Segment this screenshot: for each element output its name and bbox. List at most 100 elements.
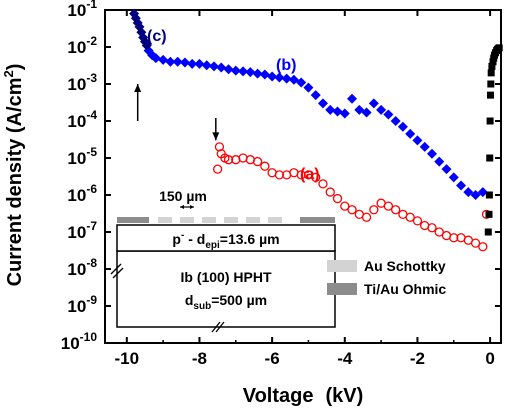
data-point	[187, 58, 198, 69]
data-point	[412, 135, 423, 146]
data-point	[223, 64, 234, 75]
y-axis-title: Current density (A/cm2)	[1, 64, 26, 287]
data-point	[463, 187, 474, 198]
data-point	[441, 164, 452, 175]
legend-swatch-ti-au-ohmic	[327, 283, 357, 295]
data-point	[397, 121, 408, 132]
data-point	[317, 98, 328, 109]
data-point	[448, 172, 459, 183]
inset-substrate-label-line2: dsub=500 µm	[185, 292, 267, 312]
axis-tick-labels: -10 -8 -6 -4 -2 0 10-10 10-9 10-8 10-7 10-6 10-5 10-…	[61, 0, 495, 368]
data-point	[325, 187, 335, 197]
inset-substrate-label-line1: Ib (100) HPHT	[180, 269, 271, 285]
data-point	[449, 233, 459, 243]
data-point	[212, 164, 223, 174]
x-tick-label: 0	[485, 349, 494, 368]
data-point	[434, 227, 444, 237]
data-point	[495, 44, 503, 52]
data-point	[274, 72, 285, 83]
series-label-b: (b)	[276, 57, 296, 74]
data-point	[325, 104, 336, 115]
data-point	[223, 155, 234, 165]
data-point	[456, 180, 467, 191]
data-point	[310, 90, 321, 101]
data-point	[208, 61, 219, 72]
data-point	[252, 68, 263, 79]
inset-spacing-label: 150 µm	[159, 188, 207, 204]
data-point	[486, 154, 494, 162]
y-tick-label: 10-7	[67, 219, 97, 242]
inset-substrate-box	[116, 250, 336, 328]
data-point	[369, 205, 379, 215]
data-point	[311, 172, 321, 182]
data-point	[165, 56, 176, 67]
data-point	[245, 67, 256, 78]
inset-ohmic-contact-right	[300, 217, 335, 223]
inset-spacing-arrowhead-right-icon	[190, 205, 194, 209]
data-point	[260, 161, 270, 171]
data-point	[488, 62, 496, 70]
data-point	[390, 205, 401, 215]
legend-label-au-schottky: Au Schottky	[364, 258, 446, 274]
x-tick-label: -4	[337, 349, 353, 368]
data-point	[347, 93, 358, 104]
annotation-arrows	[134, 84, 220, 141]
inset-epi-layer-label: p- - depi=13.6 µm	[172, 230, 279, 251]
data-point	[230, 65, 241, 76]
data-point	[303, 82, 314, 93]
data-point	[267, 71, 278, 82]
inset-break-mark-left-icon	[110, 263, 124, 279]
data-point	[405, 212, 415, 222]
data-point	[486, 91, 494, 99]
data-point	[296, 77, 307, 88]
y-tick-label: 10-1	[67, 0, 97, 20]
series-label-a: (a)	[300, 166, 320, 183]
data-point	[361, 212, 372, 222]
data-point	[485, 191, 493, 199]
data-point	[486, 117, 494, 125]
inset-schottky-contact-2	[180, 217, 194, 223]
inset-spacing-arrowhead-left-icon	[180, 205, 184, 209]
data-point	[347, 205, 357, 215]
data-point	[426, 148, 437, 159]
legend-label-ti-au-ohmic: Ti/Au Ohmic	[364, 281, 446, 297]
data-point	[339, 108, 350, 119]
series-a-points	[212, 142, 492, 252]
data-point	[419, 141, 430, 152]
data-point	[141, 40, 152, 51]
data-point	[201, 60, 212, 71]
data-point	[434, 156, 445, 167]
plot-frame	[104, 9, 502, 344]
data-point	[216, 62, 227, 73]
data-point	[405, 128, 416, 139]
data-point	[470, 238, 481, 248]
data-point	[318, 179, 328, 189]
data-points	[129, 8, 503, 252]
x-tick-label: -8	[192, 349, 207, 368]
data-point	[412, 216, 423, 226]
data-point	[470, 190, 481, 200]
x-tick-label: -2	[410, 349, 425, 368]
data-point	[194, 58, 205, 69]
data-point	[383, 109, 394, 120]
data-point	[172, 56, 183, 67]
data-point	[427, 223, 437, 233]
y-tick-label: 10-8	[67, 256, 97, 279]
y-tick-label: 10-3	[67, 71, 97, 94]
data-point	[332, 193, 343, 204]
inset-schottky-contact-1	[158, 217, 172, 223]
data-point	[487, 80, 495, 88]
data-point	[340, 201, 350, 211]
data-point	[478, 242, 488, 252]
legend-swatch-au-schottky	[327, 260, 357, 272]
y-tick-label: 10-5	[67, 145, 97, 168]
data-point	[361, 107, 372, 118]
data-point	[332, 106, 343, 117]
inset-break-mark-bottom-icon	[211, 321, 225, 333]
series-label-c: (c)	[147, 28, 167, 45]
data-point	[150, 53, 161, 64]
data-point	[274, 170, 285, 180]
data-point	[485, 210, 493, 218]
